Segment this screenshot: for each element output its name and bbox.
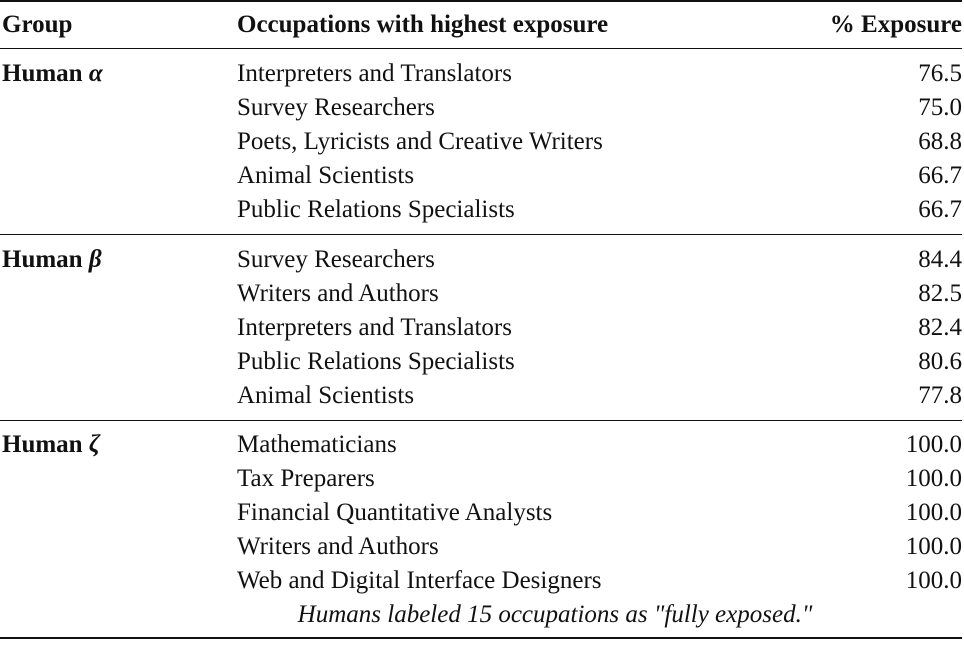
group-name: Human — [2, 60, 83, 87]
table-row-occupation: Survey Researchers — [237, 246, 435, 273]
table-row-exposure: 100.0 — [905, 567, 962, 594]
table-row-occupation: Survey Researchers — [237, 94, 435, 121]
table-row-exposure: 75.0 — [918, 94, 962, 121]
table-row-exposure: 77.8 — [918, 382, 962, 409]
table-row-exposure: 66.7 — [918, 162, 962, 189]
table-row-exposure: 80.6 — [918, 348, 962, 375]
table-row-occupation: Animal Scientists — [237, 162, 415, 189]
table-row-occupation: Interpreters and Translators — [237, 314, 512, 341]
table-row-occupation: Poets, Lyricists and Creative Writers — [237, 128, 603, 155]
group-divider-rule — [0, 234, 962, 235]
table-row-occupation: Public Relations Specialists — [237, 196, 515, 223]
table-row-occupation: Web and Digital Interface Designers — [237, 567, 602, 594]
table-row-occupation: Writers and Authors — [237, 280, 439, 307]
table-row-occupation: Public Relations Specialists — [237, 348, 515, 375]
group-symbol: ζ — [88, 431, 100, 458]
group-name: Human — [2, 431, 83, 458]
table-row-exposure: 76.5 — [918, 60, 962, 87]
table-row-exposure: 100.0 — [905, 533, 962, 560]
header-occupations: Occupations with highest exposure — [237, 11, 609, 38]
header-exposure: % Exposure — [829, 11, 962, 38]
table-row-occupation: Interpreters and Translators — [237, 60, 512, 87]
group-symbol: α — [88, 60, 103, 87]
table-row-exposure: 66.7 — [918, 196, 962, 223]
header-rule — [0, 48, 962, 49]
group-name: Human — [2, 246, 83, 273]
group-divider-rule — [0, 420, 962, 421]
table-row-exposure: 82.5 — [918, 280, 962, 307]
table-note: Humans labeled 15 occupations as "fully … — [297, 601, 813, 628]
group-label-alpha: Human α — [2, 57, 103, 91]
group-symbol: β — [88, 246, 102, 273]
table-top-rule — [0, 0, 962, 2]
table-bottom-rule — [0, 637, 962, 639]
table-row-exposure: 100.0 — [905, 465, 962, 492]
table-row-occupation: Mathematicians — [237, 431, 397, 458]
table-row-exposure: 68.8 — [918, 128, 962, 155]
table-row-exposure: 100.0 — [905, 499, 962, 526]
table-row-occupation: Animal Scientists — [237, 382, 415, 409]
table-row-exposure: 100.0 — [905, 431, 962, 458]
table-row-occupation: Writers and Authors — [237, 533, 439, 560]
header-group: Group — [2, 11, 73, 38]
table-row-occupation: Financial Quantitative Analysts — [237, 499, 553, 526]
table-row-exposure: 82.4 — [918, 314, 962, 341]
group-label-beta: Human β — [2, 243, 102, 277]
group-label-zeta: Human ζ — [2, 428, 100, 462]
table-row-exposure: 84.4 — [918, 246, 962, 273]
table-row-occupation: Tax Preparers — [237, 465, 375, 492]
